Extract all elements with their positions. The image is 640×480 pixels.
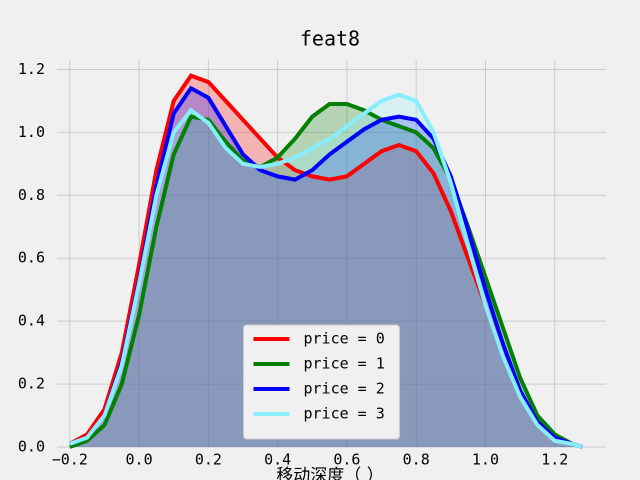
x-axis-label: 移动深度（ ） — [276, 466, 383, 480]
lines — [68, 73, 583, 449]
legend: price = 0 price = 1 price = 2 price = 3 — [243, 324, 400, 440]
area — [69, 75, 583, 447]
x-tick-label: 1.0 — [472, 451, 499, 469]
x-tick-label: 1.2 — [541, 451, 568, 469]
line — [69, 102, 583, 449]
x-tick-label: 0.6 — [333, 451, 360, 469]
legend-box — [243, 324, 400, 440]
y-tick-label: 1.2 — [18, 60, 45, 78]
legend-label: price = 1 — [304, 355, 385, 373]
y-tick-label: 0.4 — [18, 312, 45, 330]
x-tick-label: 0.8 — [403, 451, 430, 469]
x-tick-label: 0.0 — [126, 451, 153, 469]
x-tick-label: 0.2 — [195, 451, 222, 469]
y-tick-label: 0.2 — [18, 375, 45, 393]
y-tick-label: 0.0 — [18, 438, 45, 456]
chart-title: feat8 — [300, 27, 360, 51]
line — [69, 85, 583, 449]
legend-label: price = 0 — [304, 330, 385, 348]
area — [69, 94, 583, 447]
x-tick-label: −0.2 — [52, 451, 88, 469]
y-tick-label: 1.0 — [18, 123, 45, 141]
legend-label: price = 3 — [304, 405, 385, 423]
area — [69, 88, 583, 448]
y-tick-label: 0.8 — [18, 186, 45, 204]
y-tick-label: 0.6 — [18, 249, 45, 267]
legend-label: price = 2 — [304, 380, 385, 398]
line — [69, 92, 583, 449]
x-tick-label: 0.4 — [264, 451, 291, 469]
